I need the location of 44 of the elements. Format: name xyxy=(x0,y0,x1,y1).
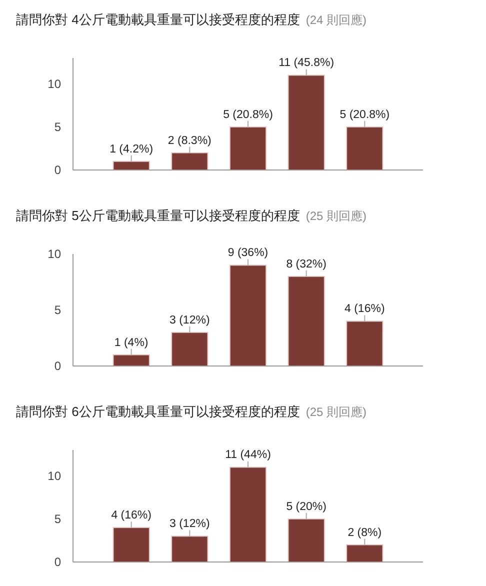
data-label: 9 (36%) xyxy=(228,247,268,260)
bar xyxy=(171,152,208,170)
bar xyxy=(346,544,384,562)
bar xyxy=(288,518,325,562)
y-tick-label: 5 xyxy=(54,512,62,526)
chart-subtitle: (25 則回應) xyxy=(306,405,367,419)
bar xyxy=(229,466,267,562)
data-label: 1 (4%) xyxy=(114,336,148,349)
chart-title: 請問你對 4公斤電動載具重量可以接受程度的程度 xyxy=(16,12,300,27)
bar xyxy=(288,276,325,366)
data-label: 8 (32%) xyxy=(286,258,327,270)
data-label: 1 (4.2%) xyxy=(110,143,154,156)
data-label: 11 (45.8%) xyxy=(278,57,334,70)
data-label: 3 (12%) xyxy=(170,314,210,326)
y-tick-label: 10 xyxy=(48,76,62,91)
data-label: 2 (8.3%) xyxy=(168,134,212,147)
data-label: 4 (16%) xyxy=(344,303,385,316)
bar xyxy=(171,332,208,366)
chart-subtitle: (24 則回應) xyxy=(306,13,367,27)
chart-title: 請問你對 5公斤電動載具重量可以接受程度的程度 xyxy=(16,208,300,223)
data-label: 5 (20.8%) xyxy=(223,108,274,121)
bar xyxy=(346,126,384,170)
y-tick-label: 10 xyxy=(48,468,62,483)
data-label: 5 (20%) xyxy=(286,500,327,513)
bar xyxy=(229,126,267,170)
chart-subtitle: (25 則回應) xyxy=(306,209,367,223)
y-tick-label: 0 xyxy=(54,163,62,177)
data-label: 4 (16%) xyxy=(111,510,152,522)
bar xyxy=(112,527,150,562)
bar xyxy=(288,74,325,170)
bar xyxy=(112,354,150,366)
bar xyxy=(229,264,267,366)
y-tick-label: 5 xyxy=(54,303,62,317)
bar xyxy=(171,536,208,562)
y-tick-label: 0 xyxy=(54,555,62,569)
data-label: 2 (8%) xyxy=(348,526,382,539)
data-label: 3 (12%) xyxy=(170,518,210,530)
data-label: 11 (44%) xyxy=(225,449,272,462)
y-tick-label: 5 xyxy=(54,120,62,134)
bar xyxy=(346,320,384,366)
y-tick-label: 10 xyxy=(48,247,62,261)
y-tick-label: 0 xyxy=(54,359,62,373)
data-label: 5 (20.8%) xyxy=(340,108,390,121)
chart-title: 請問你對 6公斤電動載具重量可以接受程度的程度 xyxy=(16,404,300,419)
